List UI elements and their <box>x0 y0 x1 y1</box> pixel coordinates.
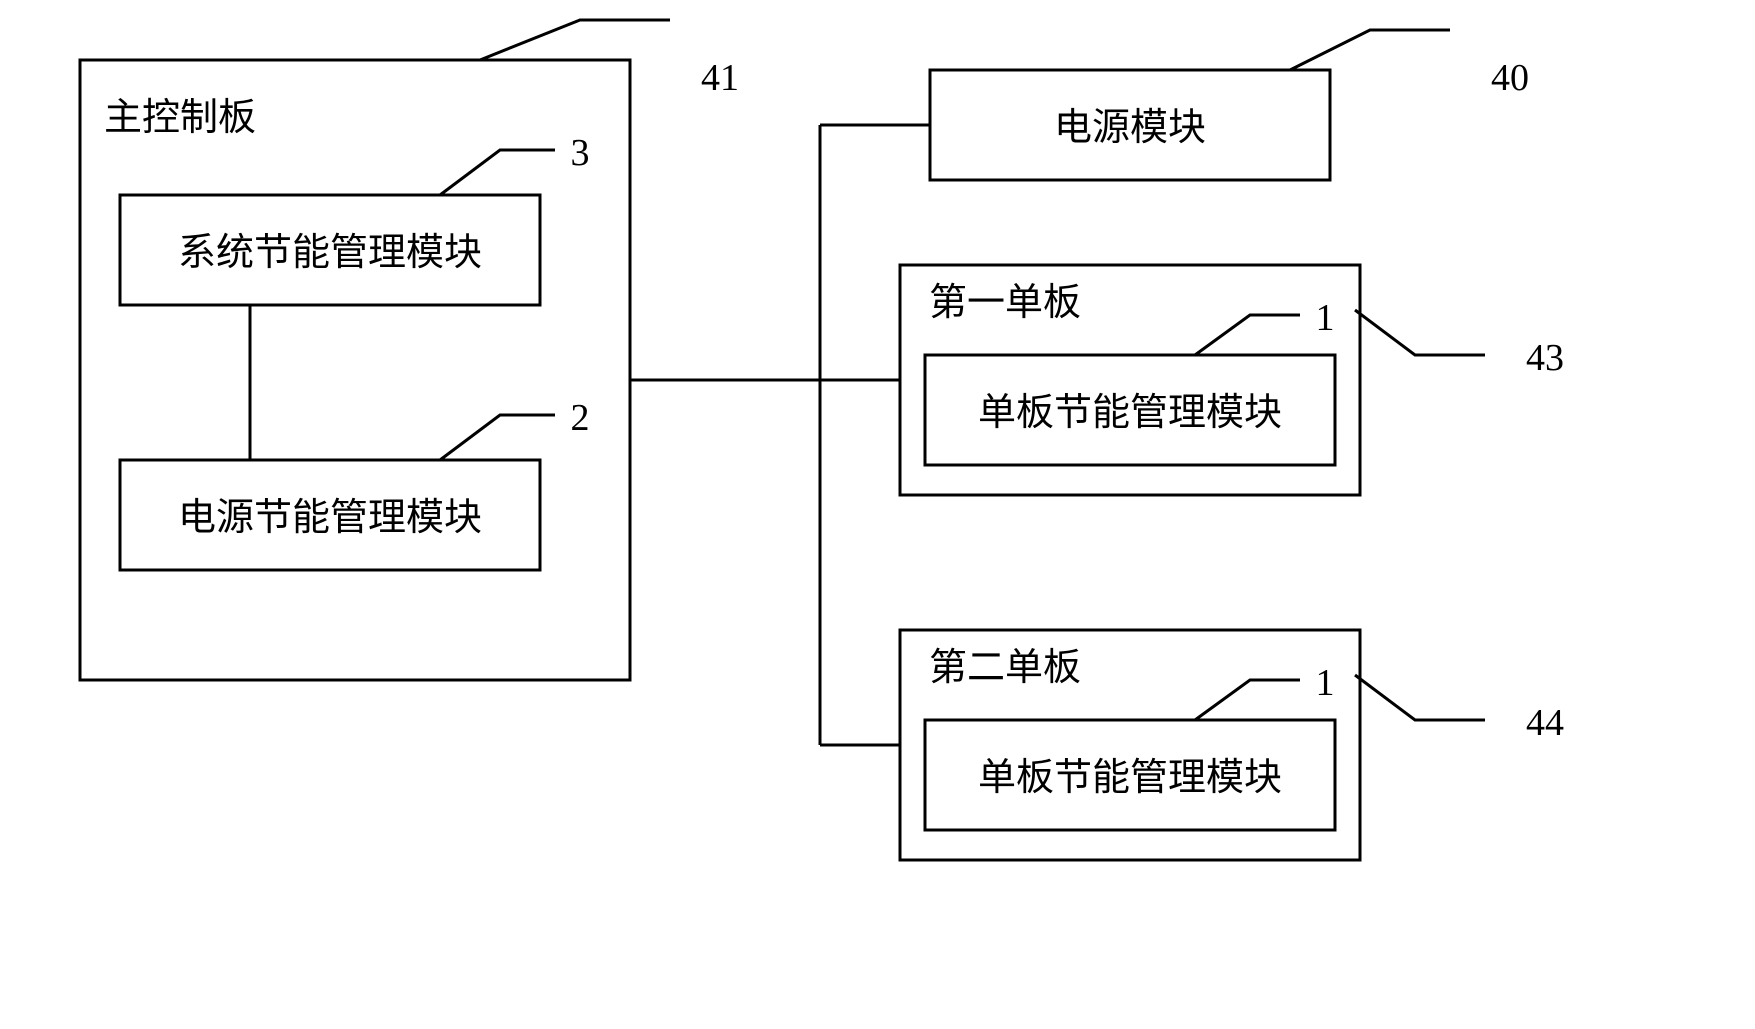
callout-label-board2: 44 <box>1526 702 1564 744</box>
node-board2-title: 第二单板 <box>929 647 1081 689</box>
callout-label-board2_inner: 1 <box>1316 662 1335 704</box>
node-board1-title: 第一单板 <box>929 282 1081 324</box>
node-power_module-text: 电源模块 <box>1054 107 1206 149</box>
callout-label-power_module: 40 <box>1491 57 1529 99</box>
callout-label-board1: 43 <box>1526 337 1564 379</box>
node-main_control-title: 主控制板 <box>104 97 256 139</box>
node-board1_inner-text: 单板节能管理模块 <box>978 392 1282 434</box>
callout-label-power_energy: 2 <box>571 397 590 439</box>
node-board2_inner-text: 单板节能管理模块 <box>978 757 1282 799</box>
node-sys_energy-text: 系统节能管理模块 <box>178 232 482 274</box>
node-power_energy-text: 电源节能管理模块 <box>178 497 482 539</box>
callout-label-main_control: 41 <box>701 57 739 99</box>
callout-label-board1_inner: 1 <box>1316 297 1335 339</box>
system-block-diagram: 主控制板 41 系统节能管理模块 3 电源节能管理模块 2 电源模块 40 第一单板 43 单板节能… <box>0 0 1755 1024</box>
callout-label-sys_energy: 3 <box>571 132 590 174</box>
